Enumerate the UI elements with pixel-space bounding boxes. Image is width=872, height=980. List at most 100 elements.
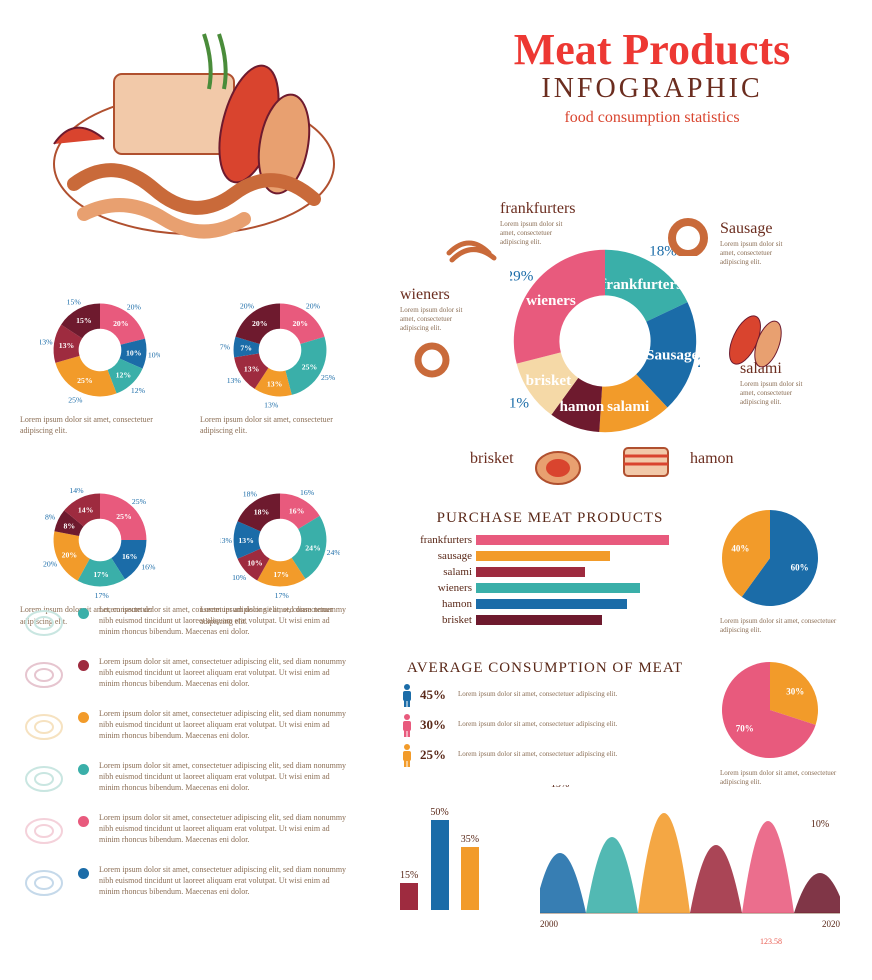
svg-text:13%: 13% xyxy=(40,338,53,347)
svg-text:13%: 13% xyxy=(267,379,283,388)
svg-text:25%: 25% xyxy=(68,395,83,404)
infographic-page: Meat Products INFOGRAPHIC food consumpti… xyxy=(0,0,872,980)
svg-text:29%: 29% xyxy=(510,267,534,284)
svg-text:20%: 20% xyxy=(306,302,321,311)
main-donut: frankfurtersSausagesalamihamonbrisketwie… xyxy=(510,246,700,436)
legend-row: Lorem ipsum dolor sit amet, consectetuer… xyxy=(20,656,350,694)
svg-text:14%: 14% xyxy=(78,506,94,515)
svg-text:10%: 10% xyxy=(148,350,160,359)
mini-bar: 35% xyxy=(461,834,479,910)
svg-text:15%: 15% xyxy=(76,316,92,325)
legend-list: Lorem ipsum dolor sit amet, consectetuer… xyxy=(20,604,350,916)
svg-text:15%: 15% xyxy=(67,297,82,306)
svg-text:16%: 16% xyxy=(141,563,156,572)
svg-text:10%: 10% xyxy=(232,573,247,582)
bar-brisket: brisket xyxy=(400,613,700,627)
meat-sketch-icon xyxy=(20,760,68,798)
pie-1: 60%40% Lorem ipsum dolor sit amet, conse… xyxy=(720,508,840,635)
bar-hamon: hamon xyxy=(400,597,700,611)
legend-row: Lorem ipsum dolor sit amet, consectetuer… xyxy=(20,812,350,850)
svg-text:25%: 25% xyxy=(321,373,336,382)
label-frankfurters: frankfurtersLorem ipsum dolor sit amet, … xyxy=(500,200,576,247)
svg-text:20%: 20% xyxy=(127,302,142,311)
svg-text:16%: 16% xyxy=(289,507,305,516)
svg-text:20%: 20% xyxy=(62,551,78,560)
legend-row: Lorem ipsum dolor sit amet, consectetuer… xyxy=(20,708,350,746)
svg-text:hamon: hamon xyxy=(559,398,604,415)
svg-text:7%: 7% xyxy=(220,342,231,351)
label-wieners: wienersLorem ipsum dolor sit amet, conse… xyxy=(400,286,470,333)
wieners-icon xyxy=(406,340,466,380)
svg-text:17%: 17% xyxy=(275,591,290,600)
subtitle: food consumption statistics xyxy=(472,109,832,127)
sausage-ring-icon xyxy=(660,216,720,256)
avg-row: 30%Lorem ipsum dolor sit amet, consectet… xyxy=(400,713,690,737)
svg-text:25%: 25% xyxy=(132,497,147,506)
svg-text:18%: 18% xyxy=(243,490,258,499)
svg-text:12%: 12% xyxy=(116,370,132,379)
avg-row: 25%Lorem ipsum dolor sit amet, consectet… xyxy=(400,743,690,767)
svg-text:20%: 20% xyxy=(43,560,58,569)
meat-illustration xyxy=(14,14,374,264)
svg-text:12%: 12% xyxy=(131,386,146,395)
avg-title: AVERAGE CONSUMPTION OF MEAT xyxy=(400,660,690,677)
svg-text:30%: 30% xyxy=(786,687,804,697)
mini-bar-chart: 15% 50% 35% xyxy=(400,790,520,910)
bar-frankfurters: frankfurters xyxy=(400,533,700,547)
brisket-icon xyxy=(530,444,586,488)
svg-text:13%: 13% xyxy=(220,536,232,545)
meat-sketch-icon xyxy=(20,812,68,850)
hamon-icon xyxy=(616,440,676,484)
small-donut-2: 20%25%13%13%7%20%20%25%13%13%7%20%Lorem … xyxy=(200,290,360,436)
person-icon xyxy=(400,683,414,707)
svg-text:20%: 20% xyxy=(293,319,309,328)
bar-salami: salami xyxy=(400,565,700,579)
person-icon xyxy=(400,713,414,737)
svg-text:8%: 8% xyxy=(64,522,76,531)
mini-bar: 15% xyxy=(400,870,418,910)
meat-sketch-icon xyxy=(20,656,68,694)
svg-text:Sausage: Sausage xyxy=(646,347,699,364)
svg-text:25%: 25% xyxy=(77,376,93,385)
svg-text:13%: 13% xyxy=(238,536,254,545)
svg-text:20%: 20% xyxy=(252,319,268,328)
title-line1: Meat Products xyxy=(472,24,832,75)
svg-text:17%: 17% xyxy=(95,591,110,600)
avg-consumption-section: AVERAGE CONSUMPTION OF MEAT 45%Lorem ips… xyxy=(400,660,690,773)
svg-text:18%: 18% xyxy=(254,508,270,517)
svg-text:40%: 40% xyxy=(731,543,749,553)
small-donut-1: 20%10%12%25%13%15%20%10%12%25%13%15%Lore… xyxy=(20,290,180,436)
svg-text:13%: 13% xyxy=(59,341,75,350)
svg-text:10%: 10% xyxy=(811,819,829,830)
small-donut-grid: 20%10%12%25%13%15%20%10%12%25%13%15%Lore… xyxy=(20,290,360,627)
legend-row: Lorem ipsum dolor sit amet, consectetuer… xyxy=(20,864,350,902)
svg-text:brisket: brisket xyxy=(526,372,572,389)
svg-text:24%: 24% xyxy=(305,544,321,553)
title-line2: INFOGRAPHIC xyxy=(472,73,832,105)
frankfurters-icon xyxy=(444,228,504,268)
svg-text:70%: 70% xyxy=(736,723,754,733)
area-x-start: 2000 xyxy=(540,919,558,929)
svg-text:20%: 20% xyxy=(240,302,255,311)
svg-text:13%: 13% xyxy=(227,376,242,385)
svg-text:13%: 13% xyxy=(244,364,260,373)
bar-sausage: sausage xyxy=(400,549,700,563)
meat-sketch-icon xyxy=(20,708,68,746)
svg-text:20%: 20% xyxy=(113,319,129,328)
svg-text:16%: 16% xyxy=(300,488,315,497)
svg-text:25%: 25% xyxy=(116,512,132,521)
label-hamon: hamon xyxy=(690,450,734,468)
bar-wieners: wieners xyxy=(400,581,700,595)
avg-row: 45%Lorem ipsum dolor sit amet, consectet… xyxy=(400,683,690,707)
svg-text:24%: 24% xyxy=(327,549,340,558)
legend-row: Lorem ipsum dolor sit amet, consectetuer… xyxy=(20,760,350,798)
header: Meat Products INFOGRAPHIC food consumpti… xyxy=(472,24,832,127)
salami-icon xyxy=(720,310,790,370)
label-brisket: brisket xyxy=(470,450,514,468)
mini-bar: 50% xyxy=(430,807,448,910)
person-icon xyxy=(400,743,414,767)
purchase-title: PURCHASE MEAT PRODUCTS xyxy=(400,510,700,527)
meat-sketch-icon xyxy=(20,864,68,902)
svg-text:7%: 7% xyxy=(240,344,252,353)
area-chart: 15%19%25%17%23%10% 2000 2020 xyxy=(540,785,840,925)
